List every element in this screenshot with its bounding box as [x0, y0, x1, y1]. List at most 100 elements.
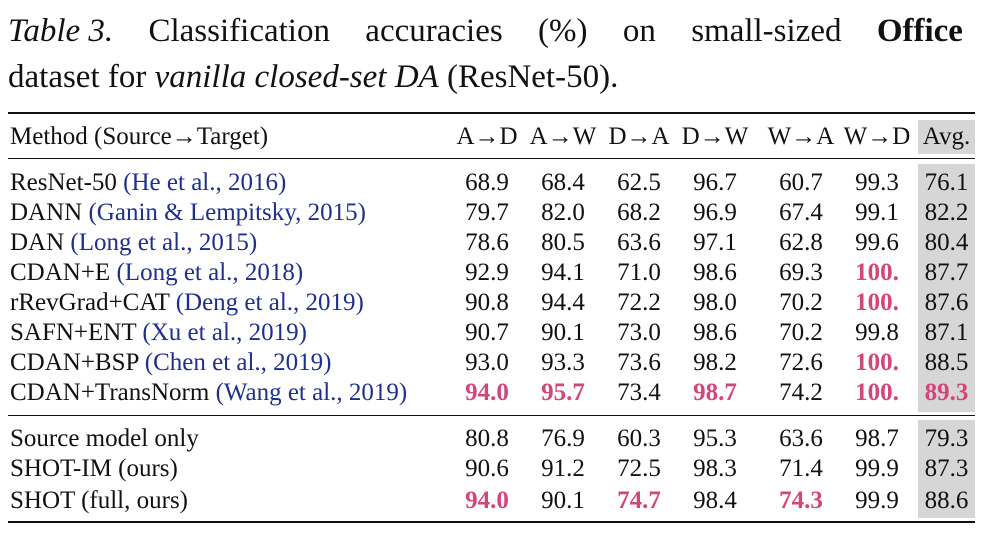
value-cell: 63.6: [779, 425, 823, 452]
avg-header: Avg.: [922, 123, 971, 150]
method-name: SHOT (full, ours): [10, 487, 189, 514]
value-cell: 99.8: [855, 319, 899, 346]
value-cell: 90.7: [465, 319, 509, 346]
value-cell: 62.8: [779, 229, 823, 256]
value-cell: 73.6: [617, 349, 661, 376]
value-cell: 63.6: [617, 229, 661, 256]
avg-column-shade: [918, 164, 975, 412]
value-cell: 96.9: [693, 199, 737, 226]
value-cell: 96.7: [693, 169, 737, 196]
avg-header-shade: [918, 120, 975, 154]
value-cell: 70.2: [779, 319, 823, 346]
value-cell: 72.6: [779, 349, 823, 376]
avg-cell: 87.7: [924, 259, 969, 286]
method-name: DAN: [10, 229, 71, 256]
method-name: CDAN+BSP: [10, 349, 145, 376]
avg-cell: 88.6: [924, 487, 969, 514]
citation-link[interactable]: (Long et al., 2018): [116, 259, 304, 286]
method-name: rRevGrad+CAT: [10, 289, 176, 316]
method-cell: DAN (Long et al., 2015): [10, 228, 257, 258]
column-header: A→D: [456, 123, 518, 150]
column-header: D→A: [608, 123, 670, 150]
method-name: DANN: [10, 199, 89, 226]
value-cell: 79.7: [465, 199, 509, 226]
header-row: Method (Source→Target) A→D A→W D→A D→W W…: [0, 122, 988, 152]
method-cell: rRevGrad+CAT (Deng et al., 2019): [10, 288, 364, 318]
method-name: SAFN+ENT: [10, 319, 143, 346]
avg-cell: 87.3: [924, 455, 969, 482]
value-cell: 62.5: [617, 169, 661, 196]
value-cell: 98.6: [693, 319, 737, 346]
value-cell: 98.4: [693, 487, 737, 514]
method-cell: SAFN+ENT (Xu et al., 2019): [10, 318, 307, 348]
value-cell: 78.6: [465, 229, 509, 256]
value-cell: 80.5: [541, 229, 585, 256]
value-cell: 80.8: [465, 425, 509, 452]
value-cell: 60.7: [779, 169, 823, 196]
citation-link[interactable]: (Wang et al., 2019): [215, 379, 408, 406]
table-row: SHOT-IM (ours) 90.6 91.2 72.5 98.3 71.4 99.9 87…: [0, 454, 988, 484]
value-cell: 90.8: [465, 289, 509, 316]
method-header: Method (Source→Target): [10, 123, 269, 150]
value-cell: 98.7: [855, 425, 899, 452]
table-row: DAN (Long et al., 2015) 78.6 80.5 63.6 97.1 6…: [0, 228, 988, 258]
method-cell: Source model only: [10, 424, 199, 454]
group-rule: [8, 415, 975, 416]
table-row: SAFN+ENT (Xu et al., 2019) 90.7 90.1 73.0 98…: [0, 318, 988, 348]
value-cell: 100.: [855, 259, 899, 286]
method-name: CDAN+E: [10, 259, 117, 286]
value-cell: 71.4: [779, 455, 823, 482]
citation-link[interactable]: (He et al., 2016): [123, 169, 287, 196]
value-cell: 90.1: [541, 487, 585, 514]
value-cell: 74.3: [779, 487, 823, 514]
value-cell: 98.7: [693, 379, 737, 406]
method-cell: DANN (Ganin & Lempitsky, 2015): [10, 198, 366, 228]
value-cell: 76.9: [541, 425, 585, 452]
table-row: SHOT (full, ours) 94.0 90.1 74.7 98.4 74.3 99.…: [0, 486, 988, 516]
value-cell: 68.2: [617, 199, 661, 226]
caption-word: small-sized: [691, 13, 842, 49]
value-cell: 82.0: [541, 199, 585, 226]
citation-link[interactable]: (Ganin & Lempitsky, 2015): [88, 199, 366, 226]
caption-dataset-name: Office: [876, 13, 963, 49]
method-cell: CDAN+TransNorm (Wang et al., 2019): [10, 378, 407, 408]
table-row: rRevGrad+CAT (Deng et al., 2019) 90.8 94.4…: [0, 288, 988, 318]
value-cell: 95.3: [693, 425, 737, 452]
column-header: D→W: [681, 123, 749, 150]
value-cell: 94.0: [465, 487, 509, 514]
avg-cell: 80.4: [924, 229, 969, 256]
table-row: CDAN+E (Long et al., 2018) 92.9 94.1 71.0 98…: [0, 258, 988, 288]
value-cell: 94.0: [465, 379, 509, 406]
citation-link[interactable]: (Chen et al., 2019): [144, 349, 332, 376]
bottom-rule: [8, 521, 975, 523]
value-cell: 70.2: [779, 289, 823, 316]
method-cell: CDAN+E (Long et al., 2018): [10, 258, 303, 288]
method-name: Source model only: [10, 425, 199, 452]
value-cell: 100.: [855, 379, 899, 406]
value-cell: 93.0: [465, 349, 509, 376]
citation-link[interactable]: (Deng et al., 2019): [175, 289, 364, 316]
top-rule: [8, 112, 975, 114]
value-cell: 71.0: [617, 259, 661, 286]
value-cell: 94.4: [541, 289, 585, 316]
column-header: A→W: [529, 123, 597, 150]
table-row: ResNet-50 (He et al., 2016) 68.9 68.4 62.5 9…: [0, 168, 988, 198]
avg-cell: 79.3: [924, 425, 969, 452]
value-cell: 98.3: [693, 455, 737, 482]
table-row: CDAN+BSP (Chen et al., 2019) 93.0 93.3 73.6…: [0, 348, 988, 378]
value-cell: 94.1: [541, 259, 585, 286]
value-cell: 93.3: [541, 349, 585, 376]
value-cell: 69.3: [779, 259, 823, 286]
table-row: Source model only 80.8 76.9 60.3 95.3 63.6 98.…: [0, 424, 988, 454]
value-cell: 91.2: [541, 455, 585, 482]
citation-link[interactable]: (Long et al., 2015): [70, 229, 258, 256]
value-cell: 99.3: [855, 169, 899, 196]
value-cell: 98.6: [693, 259, 737, 286]
column-header: W→A: [767, 123, 835, 150]
value-cell: 90.1: [541, 319, 585, 346]
caption-word: Classification: [148, 13, 330, 49]
value-cell: 99.1: [855, 199, 899, 226]
citation-link[interactable]: (Xu et al., 2019): [142, 319, 307, 346]
value-cell: 95.7: [541, 379, 585, 406]
